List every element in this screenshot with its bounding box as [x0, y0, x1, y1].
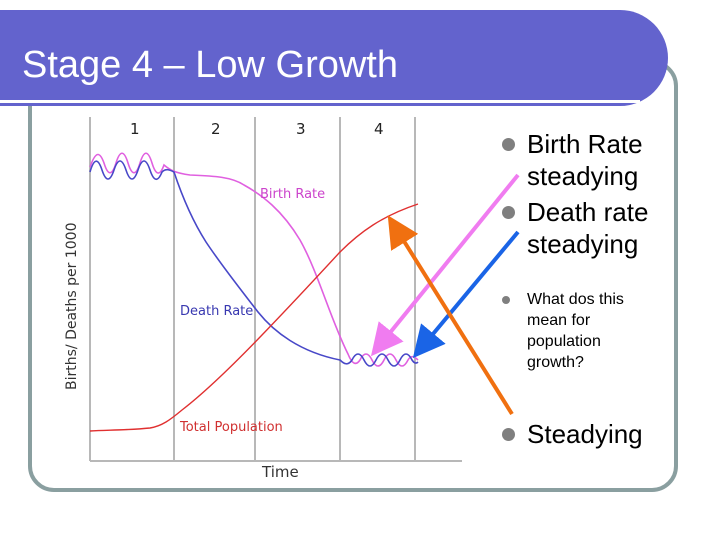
title-underline [0, 100, 640, 103]
series-label-total-population: Total Population [179, 420, 283, 435]
bullet-question: What dos this mean for population growth… [502, 289, 637, 373]
bullet-dot-icon [502, 296, 510, 304]
arrow-orange [387, 215, 514, 416]
arrow-blue [412, 230, 520, 359]
stage-label: 3 [296, 120, 306, 138]
series-label-death-rate: Death Rate [180, 304, 253, 319]
bullet-text: Death rate steadying [527, 197, 649, 259]
bullet-text: Steadying [527, 419, 643, 449]
bullet-death-rate: Death rate steadying [502, 196, 687, 260]
bullet-text: What dos this mean for population growth… [527, 291, 624, 371]
bullet-dot-icon [502, 428, 515, 441]
x-axis-label: Time [261, 463, 299, 481]
bullet-answer: Steadying [502, 418, 687, 450]
bullet-text: Birth Rate steadying [527, 129, 643, 191]
stage-label: 4 [374, 120, 384, 138]
bullet-dot-icon [502, 206, 515, 219]
bullet-birth-rate: Birth Rate steadying [502, 128, 687, 192]
total-population-line [89, 203, 419, 432]
title-bar: Stage 4 – Low Growth [0, 10, 668, 106]
bullet-dot-icon [502, 138, 515, 151]
stage-label: 1 [130, 120, 140, 138]
arrow-pink [370, 173, 520, 357]
slide-frame [28, 60, 678, 492]
slide-title: Stage 4 – Low Growth [22, 44, 398, 86]
stage-label: 2 [211, 120, 221, 138]
y-axis-label: Births/ Deaths per 1000 [64, 223, 80, 391]
series-label-birth-rate: Birth Rate [260, 187, 325, 202]
death-rate-line [89, 160, 419, 367]
